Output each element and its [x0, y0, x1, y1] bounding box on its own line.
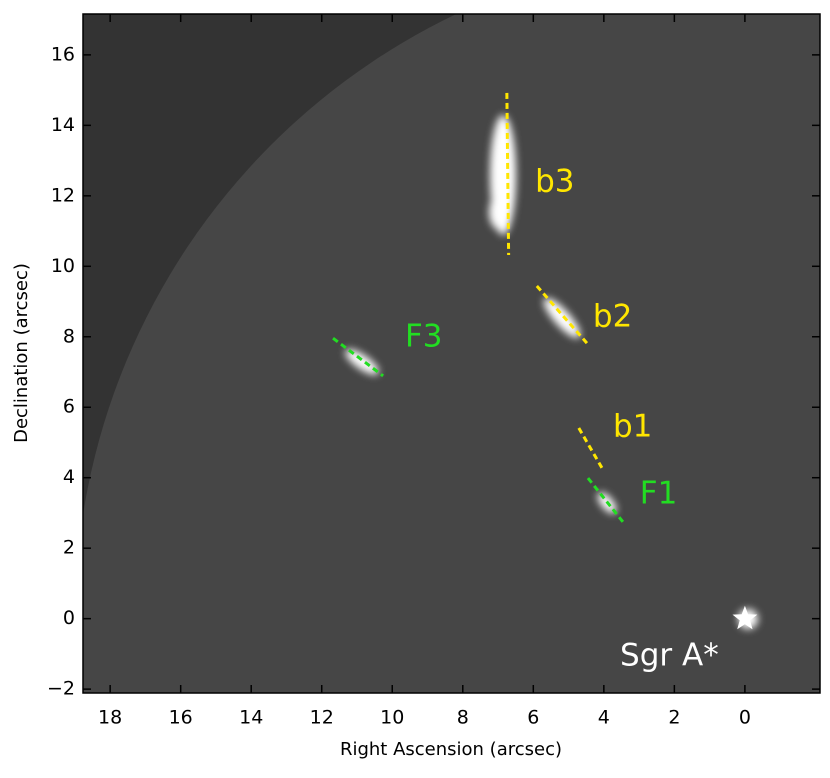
y-tick-label: 12 — [51, 184, 75, 206]
y-tick-label: 8 — [63, 325, 75, 347]
x-tick-label: 8 — [457, 707, 469, 729]
dashed-line — [332, 336, 384, 378]
x-tick-label: 0 — [739, 707, 751, 729]
y-tick-label: −2 — [47, 678, 75, 700]
dashed-line — [535, 285, 589, 345]
y-tick-label: 16 — [51, 43, 75, 65]
y-tick-label: 10 — [51, 255, 75, 277]
y-axis-label: Declination (arcsec) — [11, 263, 32, 443]
y-tick-label: 14 — [51, 114, 75, 136]
x-tick-label: 18 — [98, 707, 122, 729]
annotation: Sgr A* — [620, 638, 719, 674]
dashed-line — [577, 427, 605, 471]
star-marker — [732, 605, 758, 630]
annotation: b3 — [535, 163, 574, 199]
x-tick-label: 6 — [527, 707, 539, 729]
annotation: b2 — [593, 299, 632, 335]
annotation: F3 — [405, 319, 443, 355]
y-tick-label: 0 — [63, 607, 75, 629]
x-tick-label: 14 — [239, 707, 263, 729]
x-tick-label: 16 — [169, 707, 193, 729]
x-tick-label: 4 — [598, 707, 610, 729]
plot-frame — [82, 13, 821, 694]
y-tick-label: 4 — [63, 466, 75, 488]
y-tick-label: 2 — [63, 537, 75, 559]
x-tick-label: 2 — [668, 707, 680, 729]
x-axis-label: Right Ascension (arcsec) — [340, 739, 562, 760]
dashed-line — [505, 92, 511, 256]
annotation: F1 — [640, 475, 678, 511]
x-tick-label: 10 — [380, 707, 404, 729]
x-tick-label: 12 — [310, 707, 334, 729]
y-tick-label: 6 — [63, 396, 75, 418]
annotation: b1 — [613, 409, 652, 445]
bright-features — [345, 115, 758, 629]
